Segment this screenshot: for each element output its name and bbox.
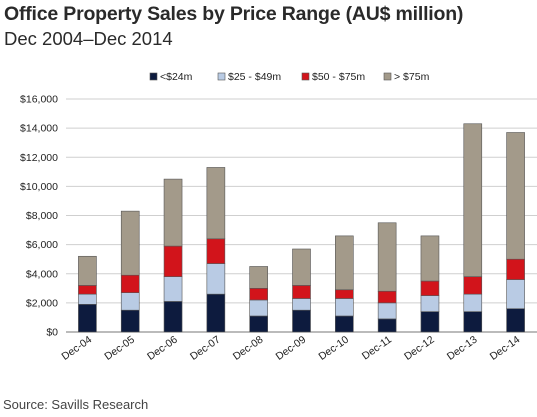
source-note: Source: Savills Research (3, 397, 149, 412)
bar-segment (78, 285, 97, 295)
bar-segment (377, 290, 397, 304)
bar-segment (292, 285, 311, 299)
bar-segment (335, 235, 354, 291)
y-tick-label: $0 (46, 327, 58, 339)
x-tick-label: Dec-08 (231, 334, 266, 363)
x-tick-label: Dec-07 (188, 334, 223, 363)
bar-segment (335, 298, 354, 317)
bar-segment (463, 276, 483, 295)
bar-segment (249, 299, 268, 317)
bar-segment (78, 255, 97, 286)
bar-segment (377, 318, 397, 333)
bar-segment (463, 123, 483, 277)
x-tick-label: Dec-06 (145, 334, 180, 363)
legend-swatch (383, 72, 392, 81)
bar-segment (120, 210, 140, 276)
x-tick-label: Dec-12 (402, 334, 437, 363)
legend-label: $50 - $75m (312, 71, 365, 83)
bars (78, 123, 525, 333)
legend-swatch (217, 72, 226, 81)
bar-segment (163, 178, 183, 247)
bar-segment (249, 315, 268, 333)
bar-segment (163, 245, 183, 277)
y-tick-label: $8,000 (26, 210, 58, 222)
y-tick-label: $12,000 (20, 152, 58, 164)
legend-label: > $75m (394, 71, 430, 83)
bar-segment (120, 309, 140, 333)
y-tick-label: $16,000 (20, 94, 58, 106)
bar-segment (206, 293, 226, 333)
x-tick-label: Dec-14 (488, 334, 523, 363)
y-tick-label: $4,000 (26, 268, 58, 280)
bar-segment (377, 222, 397, 292)
legend-swatch (149, 72, 158, 81)
bar-segment (463, 311, 483, 333)
bar-segment (420, 311, 440, 333)
bar-segment (506, 279, 525, 310)
bar-segment (292, 248, 311, 286)
x-tick-label: Dec-13 (445, 334, 480, 363)
x-tick-label: Dec-05 (102, 334, 137, 363)
bar-segment (377, 302, 397, 320)
bar-segment (163, 276, 183, 302)
bar-segment (249, 266, 268, 289)
gridlines (66, 98, 537, 333)
y-tick-label: $14,000 (20, 123, 58, 135)
bar-segment (292, 309, 311, 333)
y-tick-label: $6,000 (26, 239, 58, 251)
bar-segment (249, 288, 268, 301)
bar-segment (206, 238, 226, 264)
legend-label: <$24m (160, 71, 193, 83)
bar-segment (506, 308, 525, 333)
legend: <$24m $25 - $49m $50 - $75m > $75m (149, 71, 430, 83)
chart-title: Office Property Sales by Price Range (AU… (4, 3, 464, 25)
y-axis: $0 $2,000 $4,000 $6,000 $8,000 $10,000 $12,000… (20, 94, 58, 339)
bar-segment (335, 289, 354, 299)
y-tick-label: $10,000 (20, 181, 58, 193)
x-tick-label: Dec-04 (60, 334, 95, 363)
x-tick-label: Dec-10 (316, 334, 351, 363)
bar-segment (163, 301, 183, 333)
bar-segment (78, 293, 97, 305)
bar-segment (420, 235, 440, 282)
bar-segment (292, 298, 311, 311)
x-tick-label: Dec-09 (274, 334, 309, 363)
bar-segment (206, 263, 226, 295)
y-tick-label: $2,000 (26, 297, 58, 309)
bar-segment (206, 167, 226, 240)
bar-segment (335, 315, 354, 333)
bar-segment (120, 274, 140, 293)
bar-segment (120, 292, 140, 311)
legend-swatch (301, 72, 310, 81)
bar-segment (420, 280, 440, 296)
bar-segment (506, 132, 525, 260)
chart-subtitle: Dec 2004–Dec 2014 (4, 28, 173, 49)
bar-segment (506, 258, 525, 280)
bar-segment (463, 293, 483, 312)
legend-label: $25 - $49m (228, 71, 281, 83)
bar-segment (420, 295, 440, 312)
x-axis: Dec-04 Dec-05 Dec-06 Dec-07 Dec-08 Dec-09 Dec-… (60, 334, 523, 363)
x-tick-label: Dec-11 (360, 334, 394, 363)
bar-segment (78, 304, 97, 333)
